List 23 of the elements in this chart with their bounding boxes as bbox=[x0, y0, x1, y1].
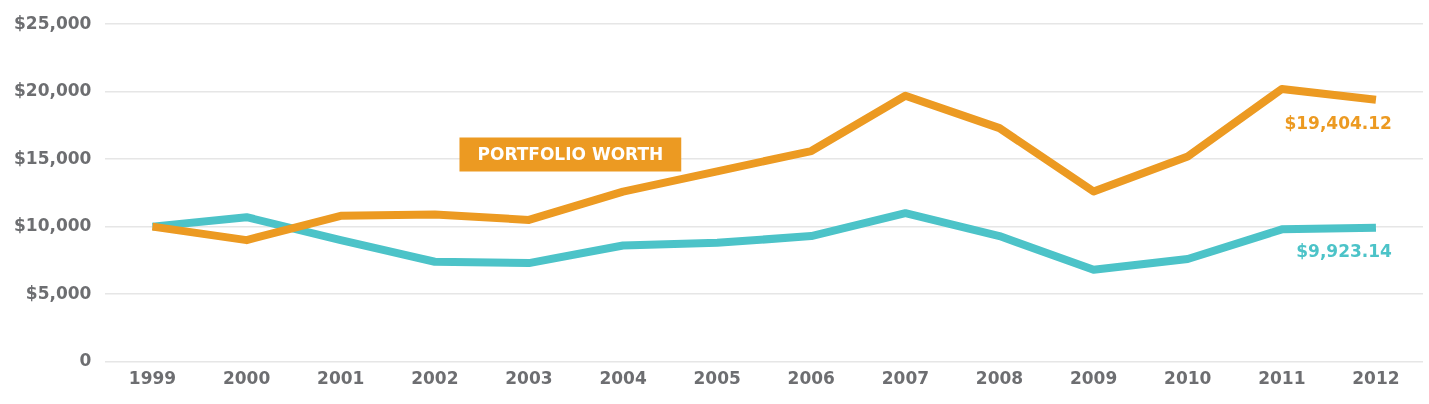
x-tick-label: 2010 bbox=[1164, 368, 1212, 389]
y-tick-label: $15,000 bbox=[13, 147, 92, 168]
y-tick-label: 0 bbox=[79, 350, 92, 371]
data-label: $9,923.14 bbox=[1296, 240, 1393, 261]
x-tick-label: 1999 bbox=[128, 368, 177, 389]
y-tick-label: $5,000 bbox=[25, 282, 92, 303]
x-tick-label: 2005 bbox=[693, 368, 741, 389]
y-tick-label: $10,000 bbox=[13, 215, 92, 236]
x-tick-label: 2008 bbox=[975, 368, 1024, 389]
x-tick-label: 2002 bbox=[411, 368, 459, 389]
x-tick-label: 2007 bbox=[881, 368, 930, 389]
x-tick-label: 2006 bbox=[787, 368, 835, 389]
y-tick-label: $20,000 bbox=[13, 80, 92, 101]
x-tick-label: 2000 bbox=[222, 368, 271, 389]
data-label: $19,404.12 bbox=[1284, 112, 1392, 133]
series-label: PORTFOLIO WORTH bbox=[477, 143, 664, 164]
y-tick-label: $25,000 bbox=[13, 12, 92, 33]
x-tick-label: 2012 bbox=[1352, 368, 1400, 389]
x-tick-label: 2009 bbox=[1069, 368, 1118, 389]
x-tick-label: 2001 bbox=[317, 368, 365, 389]
x-tick-label: 2011 bbox=[1258, 368, 1306, 389]
x-tick-label: 2003 bbox=[505, 368, 553, 389]
x-tick-label: 2004 bbox=[599, 368, 647, 389]
